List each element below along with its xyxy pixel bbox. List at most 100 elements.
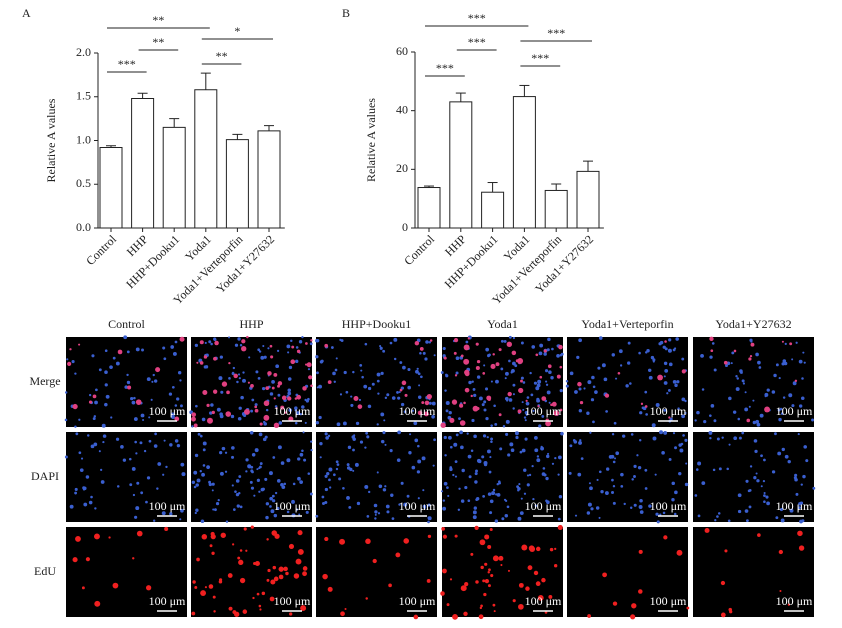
nucleus xyxy=(708,430,713,435)
nucleus xyxy=(778,377,781,380)
nucleus xyxy=(639,439,642,442)
nucleus xyxy=(763,494,766,497)
nucleus xyxy=(342,421,347,426)
nucleus xyxy=(271,379,275,384)
nucleus xyxy=(407,367,411,372)
nucleus xyxy=(225,520,229,523)
edu-cell xyxy=(748,357,752,361)
scale-bar-label: 100 μm xyxy=(399,499,436,513)
edu-cell xyxy=(232,543,235,546)
nucleus xyxy=(141,348,144,352)
nucleus xyxy=(206,465,210,470)
nucleus xyxy=(417,497,420,500)
nucleus xyxy=(548,401,551,404)
nucleus xyxy=(171,385,175,389)
nucleus xyxy=(411,465,416,470)
nucleus xyxy=(315,421,320,425)
nucleus xyxy=(503,339,507,343)
edu-cell xyxy=(256,592,260,596)
nucleus xyxy=(735,375,738,378)
nucleus xyxy=(265,502,270,506)
edu-cell xyxy=(340,611,345,617)
nucleus xyxy=(483,400,487,404)
bar xyxy=(225,139,249,229)
nucleus xyxy=(771,390,776,394)
nucleus xyxy=(545,383,549,386)
nucleus xyxy=(794,473,798,477)
edu-cell xyxy=(541,577,546,583)
nucleus xyxy=(204,341,207,345)
nucleus xyxy=(534,504,538,508)
nucleus xyxy=(380,371,384,375)
nucleus xyxy=(231,484,234,487)
nucleus xyxy=(454,460,458,464)
nucleus xyxy=(238,377,241,380)
nucleus xyxy=(374,510,378,514)
nucleus xyxy=(611,478,614,482)
nucleus xyxy=(655,402,660,407)
nucleus xyxy=(364,446,367,449)
nucleus xyxy=(512,336,516,340)
nucleus xyxy=(309,492,313,496)
nucleus xyxy=(587,380,592,385)
micrograph: 100 μm xyxy=(567,430,689,524)
nucleus xyxy=(115,361,120,366)
nucleus xyxy=(304,421,307,424)
nucleus xyxy=(150,398,153,401)
edu-cell xyxy=(464,371,470,377)
nucleus xyxy=(598,516,601,519)
bar xyxy=(162,126,186,229)
nucleus xyxy=(343,370,347,375)
edu-cell xyxy=(191,611,196,616)
nucleus xyxy=(482,434,487,438)
nucleus xyxy=(473,393,477,398)
nucleus xyxy=(578,338,582,343)
nucleus xyxy=(389,449,393,453)
micrograph-background xyxy=(66,337,187,427)
edu-cell xyxy=(203,355,208,359)
edu-cell xyxy=(460,585,467,592)
nucleus xyxy=(195,508,199,512)
edu-cell xyxy=(483,592,487,597)
nucleus xyxy=(133,396,136,400)
nucleus xyxy=(376,471,379,474)
edu-cell xyxy=(327,586,333,592)
scale-bar-label: 100 μm xyxy=(274,499,311,513)
nucleus xyxy=(74,372,77,375)
nucleus xyxy=(464,485,468,490)
nucleus xyxy=(310,440,313,443)
edu-cell xyxy=(200,590,207,596)
significance-label: ** xyxy=(152,13,164,27)
nucleus xyxy=(203,365,207,369)
nucleus xyxy=(359,440,364,444)
nucleus xyxy=(445,401,450,406)
edu-cell xyxy=(252,596,255,600)
nucleus xyxy=(176,397,180,401)
nucleus xyxy=(104,349,108,353)
nucleus xyxy=(737,417,741,421)
nucleus xyxy=(781,447,785,452)
nucleus xyxy=(315,514,319,518)
nucleus xyxy=(520,341,524,345)
nucleus xyxy=(297,457,301,461)
edu-cell xyxy=(749,354,753,358)
edu-cell xyxy=(452,613,458,620)
nucleus xyxy=(755,472,758,475)
nucleus xyxy=(449,467,453,472)
nucleus xyxy=(600,489,604,494)
nucleus xyxy=(191,425,194,428)
nucleus xyxy=(679,448,684,453)
nucleus xyxy=(662,511,666,515)
nucleus xyxy=(557,517,561,521)
nucleus xyxy=(265,515,269,520)
nucleus xyxy=(407,385,411,390)
nucleus xyxy=(257,348,261,352)
nucleus xyxy=(473,434,477,439)
nucleus xyxy=(161,511,166,516)
nucleus xyxy=(350,403,354,407)
micrograph: 100 μm xyxy=(440,335,564,428)
y-tick-label: 20 xyxy=(396,161,408,175)
edu-cell xyxy=(464,582,469,587)
nucleus xyxy=(104,402,108,407)
